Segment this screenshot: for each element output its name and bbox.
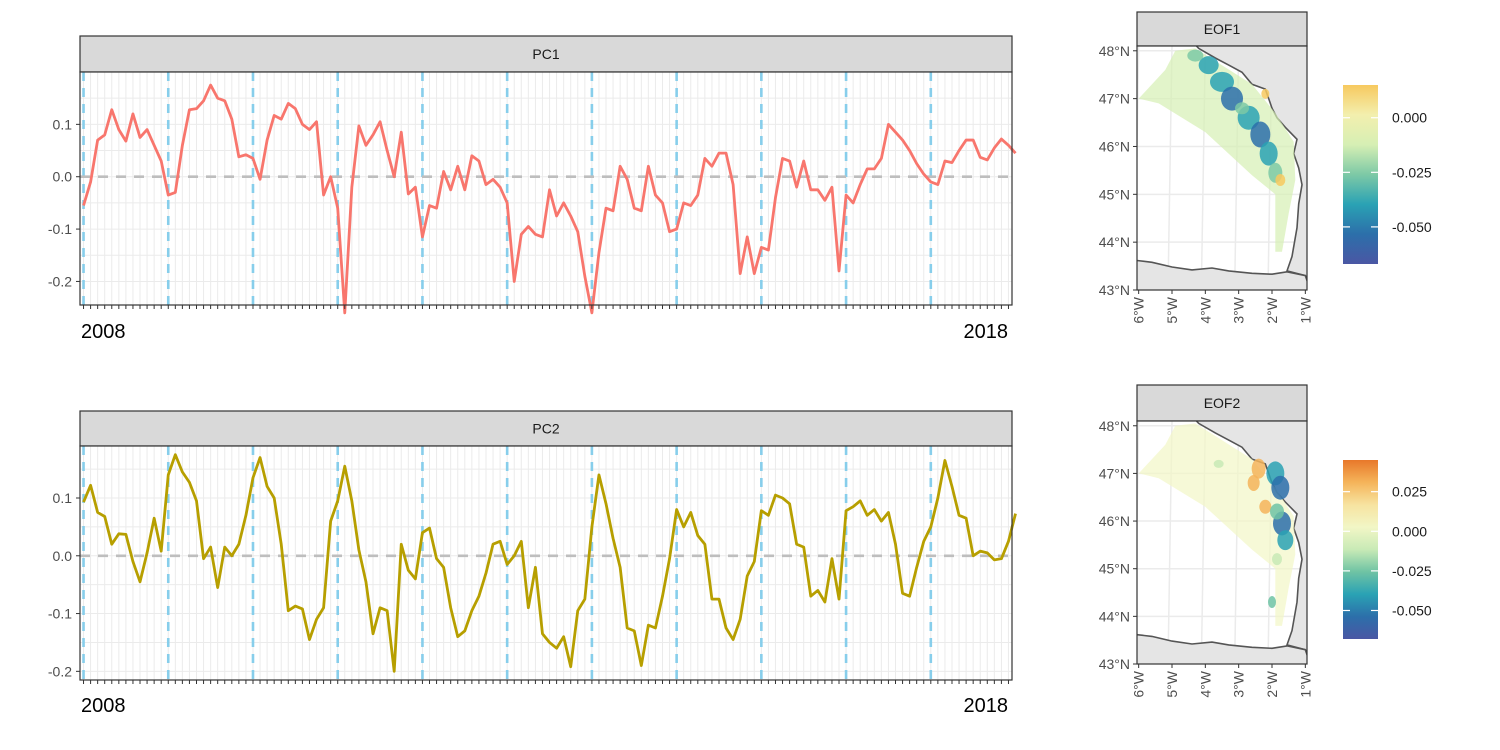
legend-label: 0.000 — [1392, 110, 1427, 126]
eof-field-patch — [1275, 173, 1286, 186]
y-tick-label: -0.1 — [48, 221, 72, 237]
eof-field-patch — [1210, 71, 1234, 92]
year-label-end: 2018 — [964, 695, 1009, 717]
meridian — [1137, 46, 1140, 194]
lat-label: 46°N — [1099, 138, 1130, 154]
lon-label: 5°W — [1164, 296, 1180, 323]
lon-label: 4°W — [1197, 296, 1213, 323]
eof-field-patch — [1271, 475, 1290, 500]
map-border — [1136, 420, 1308, 665]
panel-strip — [79, 35, 1013, 73]
legend-colorbar — [1343, 85, 1378, 264]
year-label-end: 2018 — [964, 321, 1009, 343]
lat-label: 48°N — [1099, 418, 1130, 434]
eof-field-patch — [1268, 596, 1276, 609]
eof-field-patch — [1247, 474, 1260, 491]
map-title: EOF1 — [1204, 21, 1241, 37]
map-body — [1137, 421, 1307, 664]
eof-field-background — [1138, 48, 1296, 252]
legend-label: -0.050 — [1392, 602, 1432, 618]
lon-label: 2°W — [1264, 670, 1280, 697]
map-strip — [1136, 11, 1308, 47]
plot-border — [79, 71, 1013, 306]
panel-strip — [79, 410, 1013, 447]
y-tick-label: -0.2 — [48, 273, 72, 289]
series-line-1 — [82, 453, 1017, 673]
y-tick-label: -0.2 — [48, 663, 72, 679]
map-body — [1137, 46, 1307, 290]
eof-map-2: EOF2 48°N 47°N 46°N 45°N 44°N 43°N6°W 5°W 4°W 3°W… — [1099, 384, 1432, 698]
eof-field-patch — [1270, 503, 1284, 520]
land-spain — [1137, 633, 1307, 664]
land-spain — [1137, 259, 1307, 290]
lon-label: 3°W — [1231, 296, 1247, 323]
lat-label: 48°N — [1099, 43, 1130, 59]
lat-label: 43°N — [1099, 282, 1130, 298]
legend-colorbar — [1343, 460, 1378, 639]
lat-label: 44°N — [1099, 608, 1130, 624]
eof-field-patch — [1251, 458, 1266, 479]
eof-map-1: EOF1 48°N 47°N 46°N 45°N 44°N 43°N6°W 5°W 4°W 3°W… — [1099, 11, 1432, 324]
plot-background — [80, 72, 1012, 305]
lon-label: 1°W — [1297, 296, 1313, 323]
legend-label: 0.000 — [1392, 523, 1427, 539]
lat-label: 45°N — [1099, 186, 1130, 202]
horizontal-gridlines — [80, 468, 1012, 672]
eof-field-patch — [1272, 553, 1282, 566]
pc-panel-1: PC1 -0.2 -0.1 0.0 0.1 2008 2018 — [48, 35, 1017, 343]
lon-label: 6°W — [1131, 296, 1147, 323]
y-tick-label: 0.0 — [53, 548, 73, 564]
eof-field-patch — [1259, 499, 1272, 514]
lat-label: 47°N — [1099, 91, 1130, 107]
eof-field-patch — [1259, 141, 1278, 166]
eof-field-patch — [1213, 459, 1224, 468]
lat-label: 47°N — [1099, 465, 1130, 481]
lat-label: 43°N — [1099, 656, 1130, 672]
lon-label: 3°W — [1231, 670, 1247, 697]
legend-label: 0.025 — [1392, 484, 1427, 500]
map-title: EOF2 — [1204, 395, 1241, 411]
pc-panel-2: PC2 -0.2 -0.1 0.0 0.1 2008 2018 — [48, 410, 1017, 717]
lon-label: 5°W — [1164, 670, 1180, 697]
legend-label: -0.050 — [1392, 219, 1432, 235]
year-dashes — [82, 72, 933, 305]
lon-label: 2°W — [1264, 296, 1280, 323]
lat-label: 46°N — [1099, 513, 1130, 529]
eof-field-patch — [1235, 102, 1249, 115]
x-ticks — [83, 680, 1009, 684]
lon-label: 1°W — [1297, 670, 1313, 697]
eof-field-patch — [1277, 530, 1294, 551]
eof-field-patch — [1261, 88, 1270, 99]
x-ticks — [83, 305, 1009, 309]
legend-label: -0.025 — [1392, 164, 1432, 180]
lat-label: 45°N — [1099, 561, 1130, 577]
y-tick-label: 0.1 — [53, 490, 73, 506]
lon-label: 4°W — [1197, 670, 1213, 697]
series-line-1 — [82, 83, 1017, 315]
lat-label: 44°N — [1099, 234, 1130, 250]
panel-title: PC1 — [532, 46, 559, 62]
lon-label: 6°W — [1131, 670, 1147, 697]
eof-field-patch — [1198, 56, 1219, 75]
panel-title: PC2 — [532, 421, 559, 437]
year-label-start: 2008 — [81, 695, 126, 717]
eof-field-patch — [1187, 49, 1204, 62]
year-label-start: 2008 — [81, 321, 126, 343]
y-tick-label: 0.0 — [53, 169, 73, 185]
legend-label: -0.025 — [1392, 563, 1432, 579]
map-border — [1136, 45, 1308, 291]
horizontal-gridlines — [80, 71, 1012, 282]
plot-background — [80, 446, 1012, 680]
y-tick-label: 0.1 — [53, 116, 73, 132]
meridian — [1137, 421, 1140, 568]
eof-field-patch — [1250, 121, 1271, 148]
plot-border — [79, 445, 1013, 681]
vertical-gridlines — [83, 446, 1009, 680]
map-strip — [1136, 384, 1308, 422]
y-tick-label: -0.1 — [48, 606, 72, 622]
